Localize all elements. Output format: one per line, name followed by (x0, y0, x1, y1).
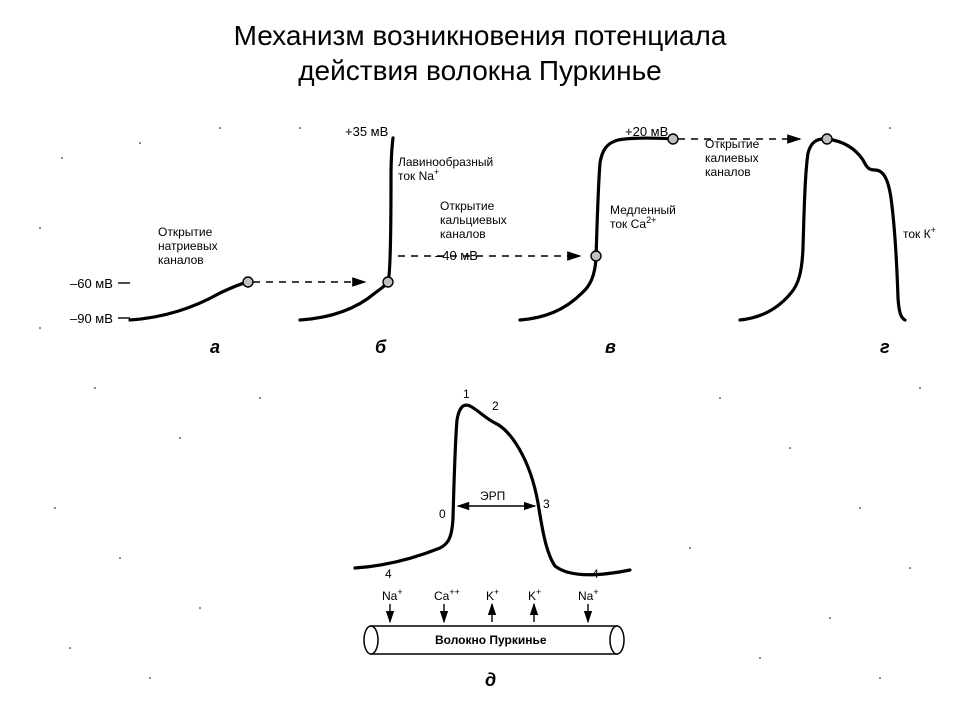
panel-a-mv-top: –60 мВ (70, 276, 113, 291)
panel-c-letter: в (605, 337, 616, 357)
title-line-2: действия волокна Пуркинье (298, 55, 662, 86)
svg-text:K+: K+ (486, 587, 499, 603)
panel-b-annot-top: Лавинообразный ток Na+ (398, 155, 497, 183)
panel-a-annotation: Открытие натриевых каналов (158, 225, 221, 267)
phase-4a: 4 (385, 567, 392, 581)
svg-text:Na+: Na+ (578, 587, 599, 603)
panel-a: –60 мВ –90 мВ Открытие натриевых каналов… (60, 118, 365, 357)
panel-b-point (383, 277, 393, 287)
title-line-1: Механизм возникновения потенциала (234, 20, 727, 51)
diagram-svg: –60 мВ –90 мВ Открытие натриевых каналов… (0, 88, 960, 708)
erp-label: ЭРП (480, 489, 505, 503)
page-title: Механизм возникновения потенциала действ… (0, 0, 960, 88)
phase-0: 0 (439, 507, 446, 521)
panel-b-annotation: Открытие кальциевых каналов (440, 199, 510, 241)
panel-d: ток К+ г (740, 134, 936, 357)
panel-c-point-top (668, 134, 678, 144)
panel-a-mv-bottom: –90 мВ (70, 311, 113, 326)
phase-3: 3 (543, 497, 550, 511)
svg-text:Ca++: Ca++ (434, 587, 460, 603)
panel-c-annotation: Открытие калиевых каналов (705, 137, 763, 179)
panel-d-annotation: ток К+ (903, 225, 936, 241)
fiber-label: Волокно Пуркинье (435, 633, 547, 647)
phase-2: 2 (492, 399, 499, 413)
panel-b-mv-top: +35 мВ (345, 124, 388, 139)
ion-arrows: Na+ Ca++ K+ K+ Na+ (382, 587, 599, 622)
svg-text:Na+: Na+ (382, 587, 403, 603)
panel-e: 0 1 2 3 4 4 ЭРП Na+ Ca++ K+ K+ Na+ (355, 387, 630, 690)
phase-4b: 4 (592, 567, 599, 581)
panel-e-letter: д (485, 670, 496, 690)
panel-c-annot-left: Медленный ток Са2+ (610, 203, 679, 231)
phase-1: 1 (463, 387, 470, 401)
panel-c: +20 мВ Медленный ток Са2+ Открытие калие… (520, 124, 800, 357)
panel-a-point (243, 277, 253, 287)
panel-d-letter: г (880, 337, 890, 357)
fiber-cylinder: Волокно Пуркинье (364, 626, 624, 654)
panel-b: +35 мВ Лавинообразный ток Na+ Открытие к… (300, 124, 580, 357)
panel-d-point (822, 134, 832, 144)
panel-c-point-ca (591, 251, 601, 261)
svg-text:K+: K+ (528, 587, 541, 603)
panel-b-letter: б (375, 337, 387, 357)
panel-a-letter: а (210, 337, 220, 357)
